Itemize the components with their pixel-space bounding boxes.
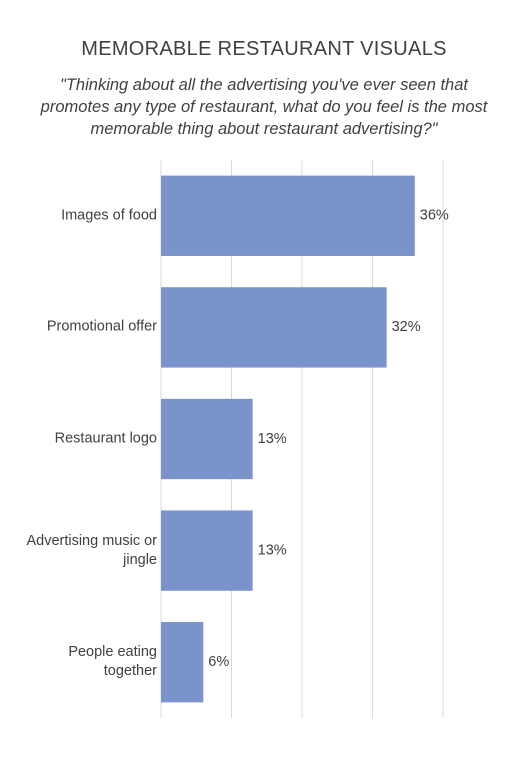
value-label: 6% (208, 654, 229, 670)
bar (161, 398, 253, 480)
y-tick-label: Restaurant logo (54, 430, 157, 447)
value-label: 13% (258, 431, 287, 447)
bar (161, 287, 387, 368)
chart-title: MEMORABLE RESTAURANT VISUALS (81, 38, 447, 60)
value-label: 13% (258, 542, 287, 558)
value-label: 36% (420, 208, 449, 224)
chart-subtitle: "Thinking about all the advertising you'… (40, 76, 488, 138)
y-tick-label: People eating together (68, 644, 157, 680)
y-tick-label: Promotional offer (46, 318, 157, 335)
y-tick-label: Advertising music or jingle (26, 532, 157, 568)
y-tick-label: Images of food (61, 207, 157, 224)
bar (161, 622, 204, 703)
bar (161, 510, 253, 591)
bar (161, 175, 415, 256)
value-label: 32% (392, 319, 421, 335)
